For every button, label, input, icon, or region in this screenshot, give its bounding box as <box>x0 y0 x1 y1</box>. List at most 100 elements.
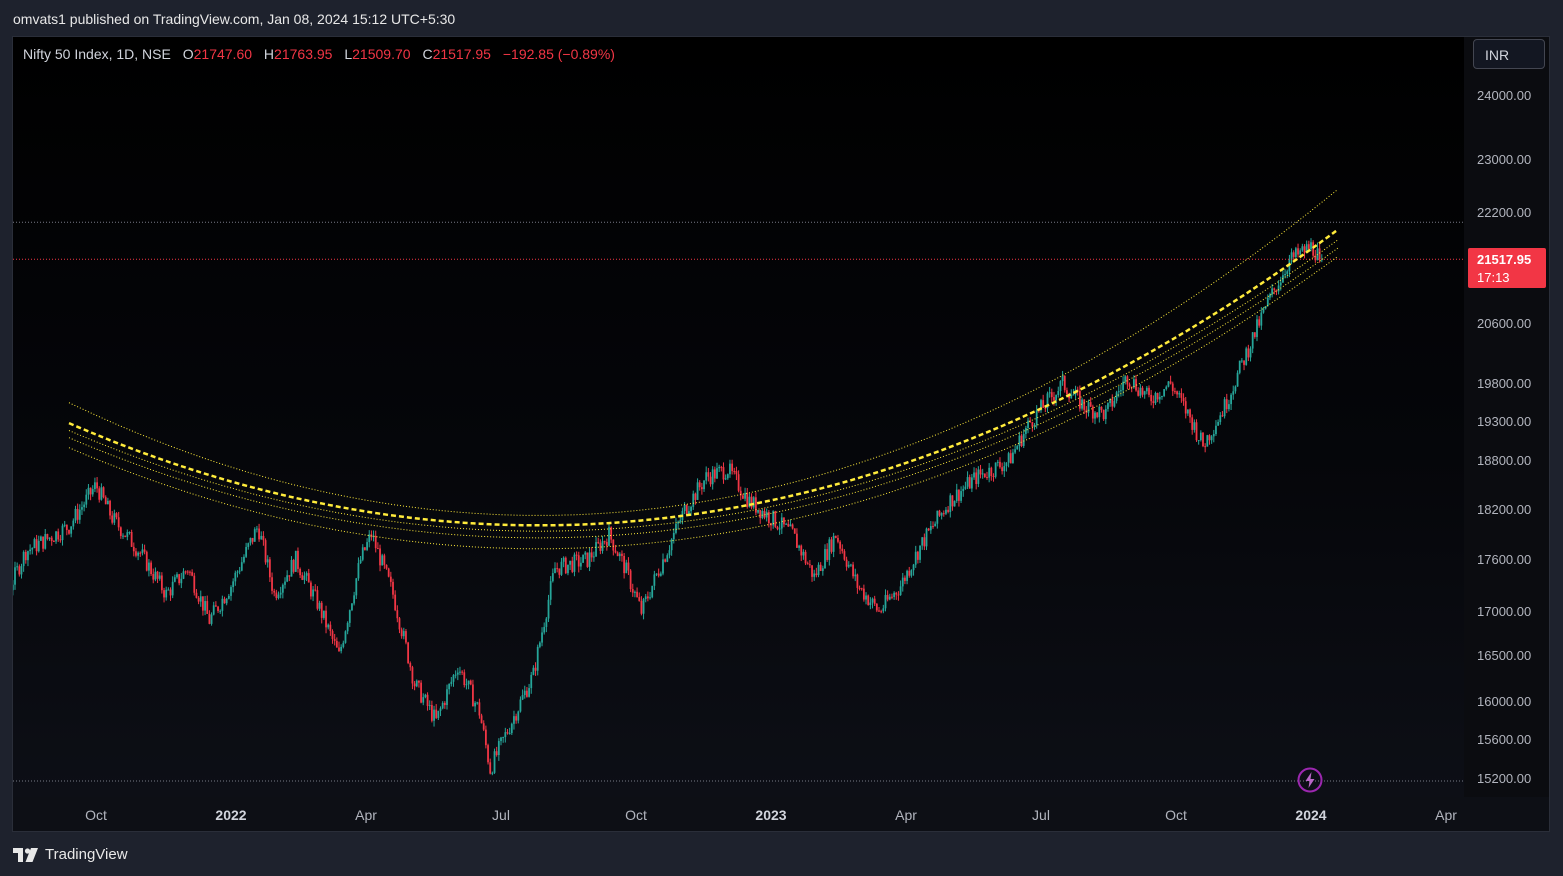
candle <box>243 554 245 564</box>
candle <box>862 584 865 602</box>
candle <box>945 506 947 516</box>
candle <box>368 530 371 548</box>
currency-button[interactable]: INR <box>1473 39 1545 69</box>
candle <box>1098 405 1101 423</box>
candle <box>584 551 587 560</box>
candle <box>50 535 53 546</box>
candle <box>1087 399 1090 417</box>
candle <box>1275 289 1278 296</box>
channel-line <box>68 188 1339 516</box>
candle <box>605 538 608 551</box>
candle <box>523 685 526 699</box>
candle <box>744 487 746 502</box>
candle <box>1027 417 1029 434</box>
candle <box>1219 412 1222 425</box>
candle <box>1247 344 1250 362</box>
candle <box>1253 332 1256 339</box>
candle <box>42 536 44 552</box>
candle <box>137 551 140 561</box>
candle <box>145 550 148 572</box>
candle <box>195 589 198 599</box>
candle <box>1022 429 1025 449</box>
candle <box>666 553 669 563</box>
candle <box>683 502 686 515</box>
candle <box>312 586 314 602</box>
candle <box>638 592 641 602</box>
candle <box>752 496 755 510</box>
candle <box>800 544 803 562</box>
candle <box>977 466 980 488</box>
candle <box>986 471 988 480</box>
tradingview-logo[interactable]: TradingView <box>13 846 128 863</box>
candle <box>497 738 500 761</box>
candle <box>787 519 790 527</box>
price-tick-label: 18200.00 <box>1477 501 1532 517</box>
candle <box>793 528 796 534</box>
candle <box>759 509 762 524</box>
candle <box>817 562 820 578</box>
candle <box>40 535 42 542</box>
candle <box>644 594 647 603</box>
candle <box>597 537 600 545</box>
candle <box>232 578 235 593</box>
price-tick-label: 24000.00 <box>1477 88 1532 103</box>
candle <box>1176 390 1178 398</box>
candle <box>199 590 202 607</box>
candle <box>737 470 740 493</box>
candle <box>418 680 420 688</box>
candle <box>1020 433 1023 448</box>
candle <box>1096 412 1099 419</box>
candle <box>502 736 505 743</box>
price-tick-label: 23000.00 <box>1477 151 1532 167</box>
candle <box>808 559 811 568</box>
time-scale[interactable] <box>13 797 1549 831</box>
candle <box>856 573 859 594</box>
candle <box>8 589 10 597</box>
legend-symbol[interactable]: Nifty 50 Index, 1D, NSE <box>23 46 171 62</box>
candle <box>266 555 269 568</box>
candle <box>346 621 349 635</box>
candle <box>850 563 852 567</box>
candle <box>545 617 548 633</box>
candle <box>467 680 470 690</box>
candle <box>981 468 984 479</box>
candle <box>72 518 75 530</box>
price-scale[interactable] <box>1464 37 1549 797</box>
candle <box>87 484 90 500</box>
candle <box>230 585 232 601</box>
lightning-icon[interactable] <box>1297 767 1323 793</box>
plot-area[interactable] <box>13 37 1464 797</box>
candle <box>256 525 258 533</box>
candle <box>392 578 394 599</box>
candle <box>884 589 887 612</box>
candle <box>1271 284 1274 298</box>
candle <box>307 568 310 583</box>
candle <box>1212 429 1215 443</box>
candle <box>150 560 152 576</box>
candle <box>698 480 701 491</box>
candle <box>938 509 941 517</box>
candle <box>692 490 695 510</box>
candle <box>1169 375 1172 385</box>
candle <box>1154 391 1157 405</box>
candle <box>992 473 995 482</box>
candle <box>294 550 297 572</box>
candle <box>238 566 241 575</box>
candle <box>104 495 107 505</box>
channel-line <box>68 247 1339 539</box>
candle <box>1297 243 1299 258</box>
candle <box>541 627 543 647</box>
candle <box>472 679 474 707</box>
candle <box>1126 375 1129 390</box>
candle <box>958 489 960 507</box>
candle <box>400 627 403 639</box>
candle <box>253 527 256 542</box>
candle <box>577 551 580 573</box>
candle <box>122 533 124 540</box>
candle <box>124 535 127 538</box>
candle <box>1158 391 1161 404</box>
candle <box>70 526 73 538</box>
candle <box>37 535 40 553</box>
candle <box>1256 315 1258 342</box>
